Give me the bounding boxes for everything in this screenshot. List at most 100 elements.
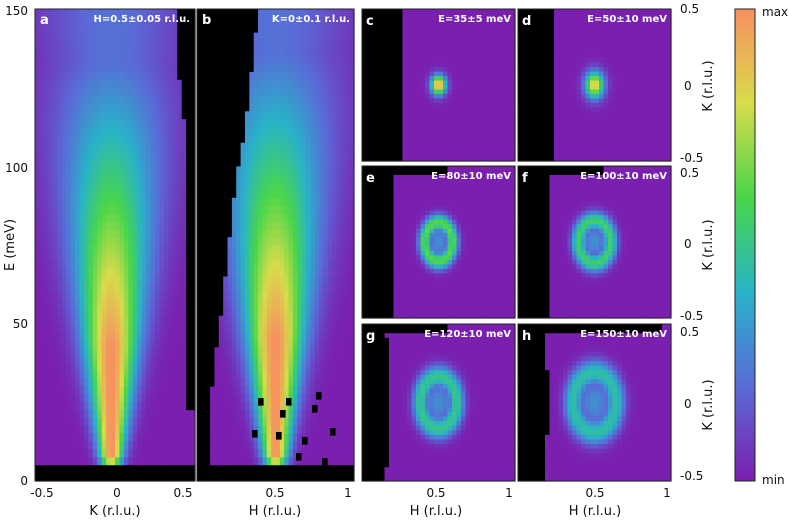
- heat-cell: [163, 260, 169, 270]
- heat-cell: [340, 111, 346, 120]
- heat-cell: [231, 441, 237, 451]
- heat-cell: [292, 276, 298, 285]
- heat-cell: [271, 119, 277, 128]
- heat-cell: [141, 103, 147, 112]
- heat-cell: [366, 53, 372, 59]
- heat-cell: [210, 119, 216, 128]
- heat-cell: [314, 331, 320, 340]
- heat-cell: [244, 95, 250, 104]
- heat-cell: [501, 44, 507, 50]
- heat-cell: [106, 370, 112, 380]
- heat-cell: [123, 24, 129, 34]
- heat-cell: [249, 252, 255, 262]
- heat-cell: [201, 268, 207, 278]
- heat-cell: [227, 245, 233, 254]
- heat-cell: [35, 252, 41, 262]
- heat-cell: [323, 323, 329, 333]
- heat-cell: [402, 80, 408, 86]
- heat-cell: [52, 229, 58, 238]
- heat-cell: [345, 127, 351, 136]
- heat-cell: [380, 9, 386, 15]
- heat-cell: [218, 441, 224, 451]
- heat-cell: [366, 9, 372, 15]
- heat-cell: [483, 80, 489, 86]
- heat-cell: [57, 213, 63, 222]
- heat-cell: [39, 418, 45, 427]
- heat-cell: [336, 276, 342, 285]
- heat-cell: [119, 166, 125, 175]
- heat-cell: [106, 363, 112, 372]
- heat-cell: [128, 363, 134, 372]
- mask-pixel: [296, 453, 302, 461]
- heat-cell: [205, 339, 211, 348]
- heat-cell: [128, 473, 134, 482]
- heat-cell: [336, 457, 342, 466]
- heat-cell: [57, 252, 63, 262]
- heat-cell: [172, 64, 178, 73]
- heat-cell: [297, 127, 303, 136]
- heat-cell: [340, 237, 346, 246]
- heat-cell: [119, 24, 125, 34]
- heat-cell: [214, 119, 220, 128]
- heat-cell: [218, 32, 224, 42]
- heat-cell: [323, 465, 329, 474]
- heat-cell: [214, 103, 220, 112]
- heat-cell: [210, 260, 216, 270]
- heat-cell: [205, 355, 211, 364]
- heat-cell: [301, 48, 307, 57]
- heat-cell: [190, 339, 196, 348]
- heat-cell: [146, 40, 152, 49]
- heat-cell: [92, 103, 98, 112]
- heat-cell: [258, 268, 264, 278]
- heat-cell: [371, 26, 377, 32]
- heat-cell: [79, 331, 85, 340]
- heat-cell: [284, 16, 290, 26]
- heat-cell: [231, 71, 237, 81]
- heat-cell: [101, 465, 107, 474]
- heat-cell: [288, 174, 294, 183]
- heat-cell: [88, 134, 94, 144]
- heat-cell: [301, 40, 307, 49]
- heat-cell: [181, 402, 187, 411]
- heat-cell: [75, 95, 81, 104]
- heat-cell: [262, 441, 268, 451]
- heat-cell: [292, 64, 298, 73]
- heat-cell: [244, 174, 250, 183]
- heat-cell: [110, 40, 116, 49]
- heat-cell: [159, 64, 165, 73]
- heat-cell: [123, 347, 129, 356]
- heat-cell: [205, 9, 211, 18]
- heat-cell: [306, 449, 311, 458]
- heat-cell: [249, 79, 255, 89]
- heat-cell: [279, 441, 285, 451]
- heat-cell: [57, 418, 63, 427]
- heat-cell: [345, 402, 351, 411]
- heat-cell: [197, 252, 202, 262]
- heat-cell: [177, 16, 183, 26]
- heat-cell: [75, 79, 81, 89]
- heat-cell: [177, 24, 183, 34]
- heat-cell: [314, 197, 320, 207]
- heat-cell: [284, 189, 290, 199]
- heat-cell: [288, 158, 294, 167]
- panel-label-a: a: [40, 13, 49, 28]
- heat-cell: [141, 16, 147, 26]
- heat-cell: [407, 62, 413, 68]
- heat-cell: [35, 166, 41, 175]
- heat-cell: [35, 174, 41, 183]
- heat-cell: [258, 64, 264, 73]
- heat-cell: [393, 22, 399, 28]
- heat-cell: [231, 103, 237, 112]
- heat-cell: [253, 189, 259, 199]
- heat-cell: [292, 56, 298, 65]
- heat-cell: [150, 134, 156, 144]
- heat-cell: [172, 355, 178, 364]
- heat-cell: [79, 284, 85, 293]
- heat-cell: [223, 276, 229, 285]
- heat-cell: [141, 40, 147, 49]
- heat-cell: [57, 103, 63, 112]
- heat-cell: [39, 166, 45, 175]
- heat-cell: [146, 378, 152, 388]
- heat-cell: [266, 473, 272, 482]
- heat-cell: [253, 339, 259, 348]
